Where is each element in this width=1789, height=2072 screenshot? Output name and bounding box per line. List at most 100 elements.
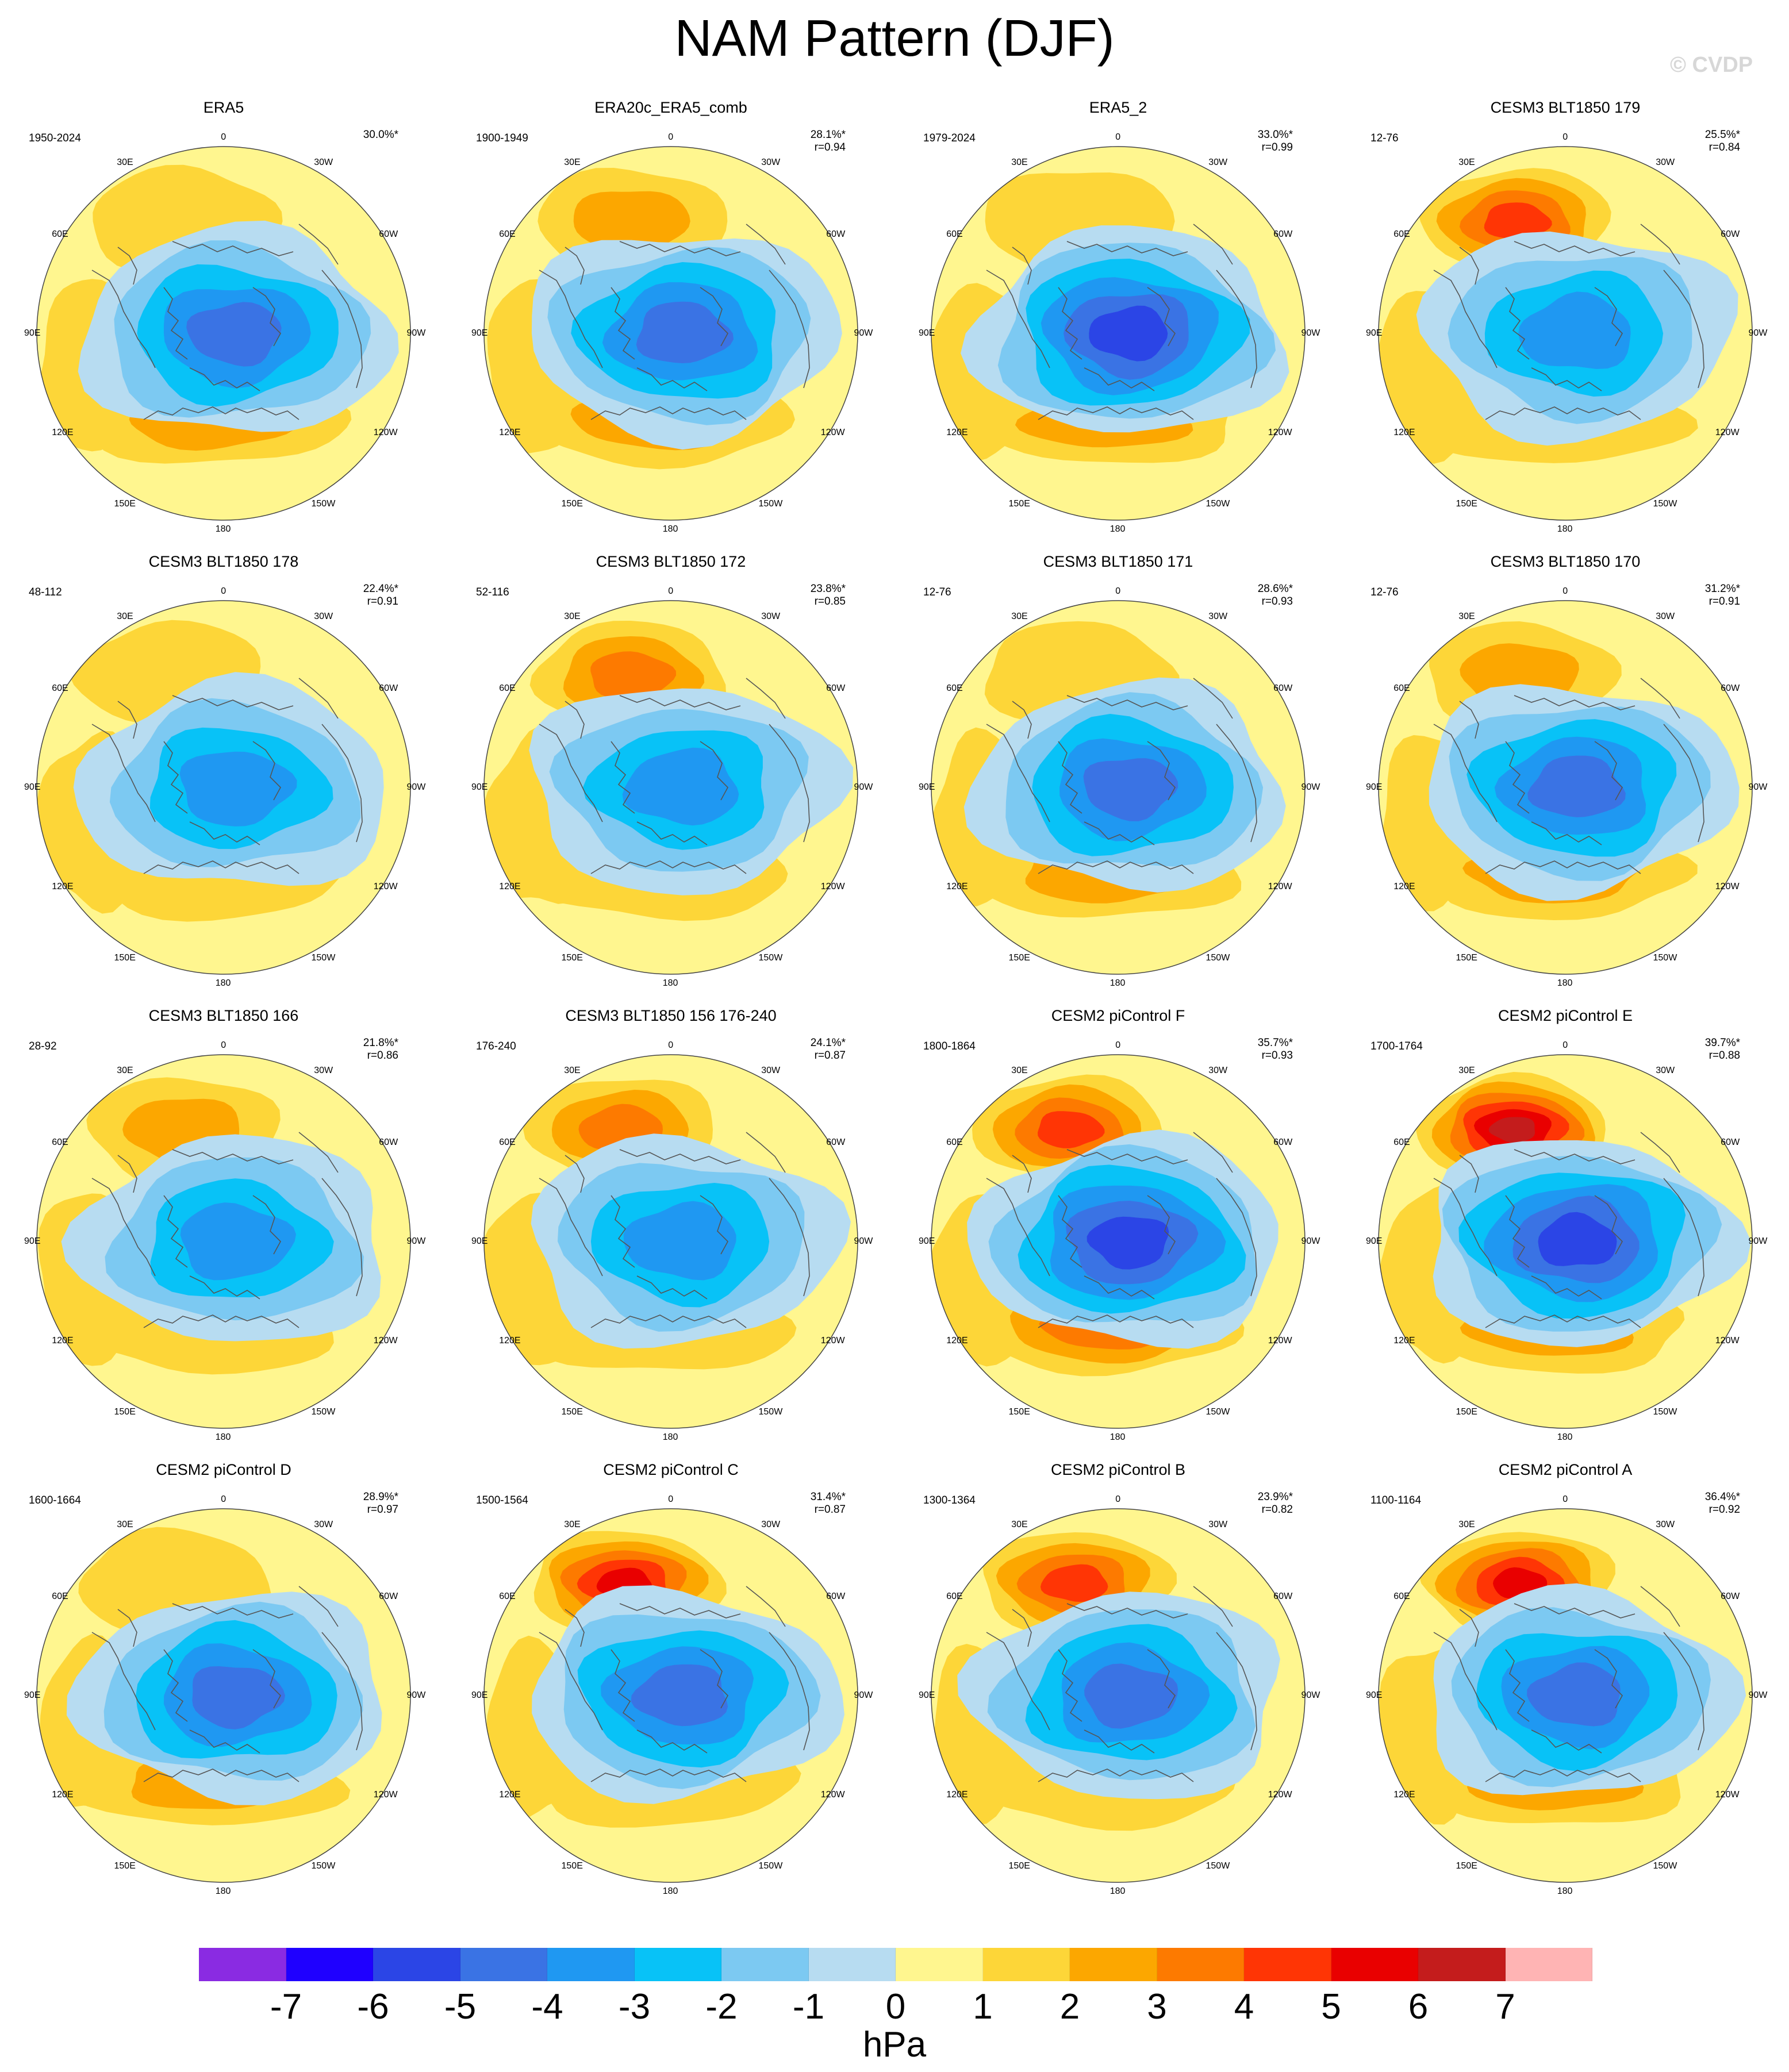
longitude-label: 30E [1011,157,1028,167]
polar-map [1378,1054,1753,1429]
longitude-label: 0 [221,586,226,596]
longitude-label: 180 [215,524,231,534]
map-boundary [36,1054,411,1429]
longitude-label: 30E [564,157,581,167]
longitude-label: 120W [820,427,845,437]
coastline [1193,678,1233,719]
coastline [1012,1609,1032,1647]
panel-title: CESM2 piControl F [1051,1007,1185,1024]
longitude-label: 120E [946,427,968,437]
longitude-label: 120E [52,1335,74,1346]
panel-stats: 30.0%* [363,129,398,141]
longitude-label: 60W [1721,1591,1740,1601]
coastline [1663,1178,1704,1297]
pattern-correlation: r=0.91 [367,595,398,608]
map-panel: CESM2 piControl E 1700-1764 39.7%* r=0.88 18… [1342,1006,1789,1460]
pacific-high-contour [1038,1111,1105,1148]
map-panel: CESM3 BLT1850 166 28-92 21.8%* r=0.86 180 150… [0,1006,447,1460]
coastline [1485,1769,1641,1782]
longitude-label: 60W [826,1591,846,1601]
longitude-label: 30W [314,611,333,621]
colorbar-box [1244,1948,1331,1981]
panel-title: ERA20c_ERA5_comb [594,99,747,116]
polar-map [931,600,1306,975]
panel-title: CESM3 BLT1850 156 176-240 [565,1007,777,1024]
longitude-label: 150W [1653,1407,1677,1417]
coastline [1058,287,1082,360]
panel-stats: 31.2%* r=0.91 [1705,583,1740,608]
coastline [117,247,137,285]
longitude-label: 90E [1366,782,1383,792]
longitude-label: 60W [826,1137,846,1147]
coastline [163,741,188,814]
longitude-label: 0 [1115,132,1121,142]
coastline [1012,701,1032,739]
longitude-label: 150W [1206,1407,1230,1417]
explained-variance: 28.9%* [363,1491,398,1503]
coastline [700,287,728,347]
longitude-label: 180 [1557,1432,1573,1442]
longitude-label: 120W [373,427,398,437]
longitude-label: 0 [1563,132,1568,142]
coastline [1640,1586,1680,1627]
longitude-label: 60W [826,229,846,239]
longitude-label: 30W [1656,1065,1675,1075]
coastline [746,678,786,719]
longitude-label: 150W [758,1407,783,1417]
colorbar-box [1070,1948,1157,1981]
coastline [611,287,635,360]
coastline [769,724,810,843]
colorbar-tick-label: -1 [792,1987,825,2027]
coastline [298,1586,339,1627]
longitude-label: 30E [1458,1065,1475,1075]
pattern-correlation: r=0.87 [814,1050,846,1062]
pattern-correlation: r=0.88 [1709,1050,1740,1062]
longitude-label: 90W [1748,328,1768,338]
coastline [1663,270,1704,389]
longitude-label: 60E [499,1137,516,1147]
longitude-label: 60E [1393,1137,1410,1147]
longitude-label: 30W [761,611,781,621]
explained-variance: 36.4%* [1704,1491,1740,1503]
longitude-label: 30W [1208,611,1228,621]
arctic-low-contour [1089,305,1168,362]
panel-title: ERA5_2 [1089,99,1147,116]
coastline [1084,1729,1155,1754]
longitude-label: 0 [1115,1494,1121,1504]
longitude-label: 60E [1393,1591,1410,1601]
longitude-label: 30W [1208,1065,1228,1075]
map-boundary [1378,1054,1753,1429]
longitude-label: 90E [1366,1690,1383,1700]
explained-variance: 28.6%* [1257,583,1293,595]
pattern-correlation: r=0.92 [1709,1504,1740,1516]
coastline [1038,1314,1194,1328]
longitude-label: 30E [1458,1519,1475,1529]
coastline [1058,1649,1082,1722]
longitude-label: 180 [662,1886,678,1896]
panel-period: 1900-1949 [476,132,528,144]
coastline [611,1195,635,1268]
longitude-label: 60E [52,1137,68,1147]
panel-stats: 36.4%* r=0.92 [1705,1491,1740,1516]
coastline [1433,1632,1498,1731]
coastline [172,1149,294,1164]
coastline [91,1632,156,1731]
longitude-label: 150E [114,1861,136,1871]
longitude-label: 90E [24,328,41,338]
panel-period: 12-76 [1370,586,1399,598]
coastline [321,724,363,843]
longitude-label: 150W [311,499,336,509]
pattern-correlation: r=0.93 [1261,595,1293,608]
panel-period: 1600-1664 [29,1494,81,1506]
longitude-label: 90W [406,328,426,338]
coastline [321,1178,363,1297]
panel-title: CESM3 BLT1850 171 [1043,553,1193,570]
explained-variance: 23.8%* [810,583,846,595]
longitude-label: 120E [52,427,74,437]
explained-variance: 30.0%* [363,129,398,141]
longitude-label: 180 [215,1886,231,1896]
panel-stats: 24.1%* r=0.87 [811,1037,846,1062]
panel-stats: 35.7%* r=0.93 [1258,1037,1293,1062]
panel-title: CESM3 BLT1850 166 [148,1007,299,1024]
coastline [1485,860,1641,874]
